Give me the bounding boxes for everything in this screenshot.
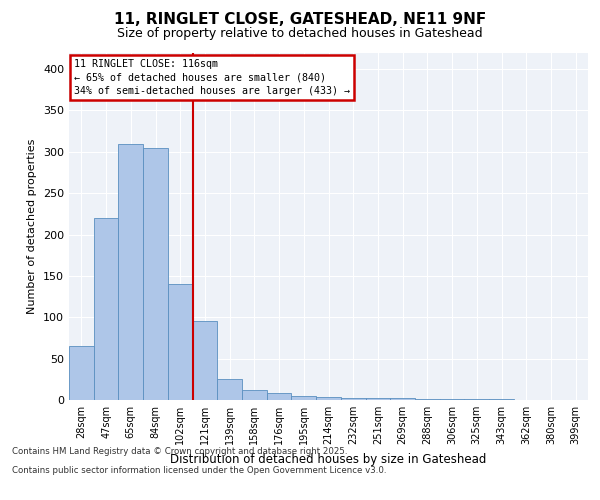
Text: Contains HM Land Registry data © Crown copyright and database right 2025.: Contains HM Land Registry data © Crown c… bbox=[12, 448, 347, 456]
Text: Contains public sector information licensed under the Open Government Licence v3: Contains public sector information licen… bbox=[12, 466, 386, 475]
Text: 11, RINGLET CLOSE, GATESHEAD, NE11 9NF: 11, RINGLET CLOSE, GATESHEAD, NE11 9NF bbox=[114, 12, 486, 28]
Bar bbox=[193, 322, 217, 400]
Bar bbox=[440, 399, 464, 400]
Bar bbox=[489, 399, 514, 400]
Y-axis label: Number of detached properties: Number of detached properties bbox=[28, 138, 37, 314]
Bar bbox=[217, 380, 242, 400]
Bar bbox=[118, 144, 143, 400]
Bar bbox=[242, 390, 267, 400]
Bar bbox=[464, 399, 489, 400]
Bar bbox=[316, 396, 341, 400]
Bar bbox=[94, 218, 118, 400]
Bar bbox=[415, 399, 440, 400]
Bar bbox=[143, 148, 168, 400]
Bar bbox=[365, 398, 390, 400]
Bar bbox=[341, 398, 365, 400]
Bar bbox=[390, 398, 415, 400]
X-axis label: Distribution of detached houses by size in Gateshead: Distribution of detached houses by size … bbox=[170, 452, 487, 466]
Bar bbox=[168, 284, 193, 400]
Bar bbox=[69, 346, 94, 400]
Text: 11 RINGLET CLOSE: 116sqm
← 65% of detached houses are smaller (840)
34% of semi-: 11 RINGLET CLOSE: 116sqm ← 65% of detach… bbox=[74, 60, 350, 96]
Bar bbox=[292, 396, 316, 400]
Text: Size of property relative to detached houses in Gateshead: Size of property relative to detached ho… bbox=[117, 28, 483, 40]
Bar bbox=[267, 394, 292, 400]
